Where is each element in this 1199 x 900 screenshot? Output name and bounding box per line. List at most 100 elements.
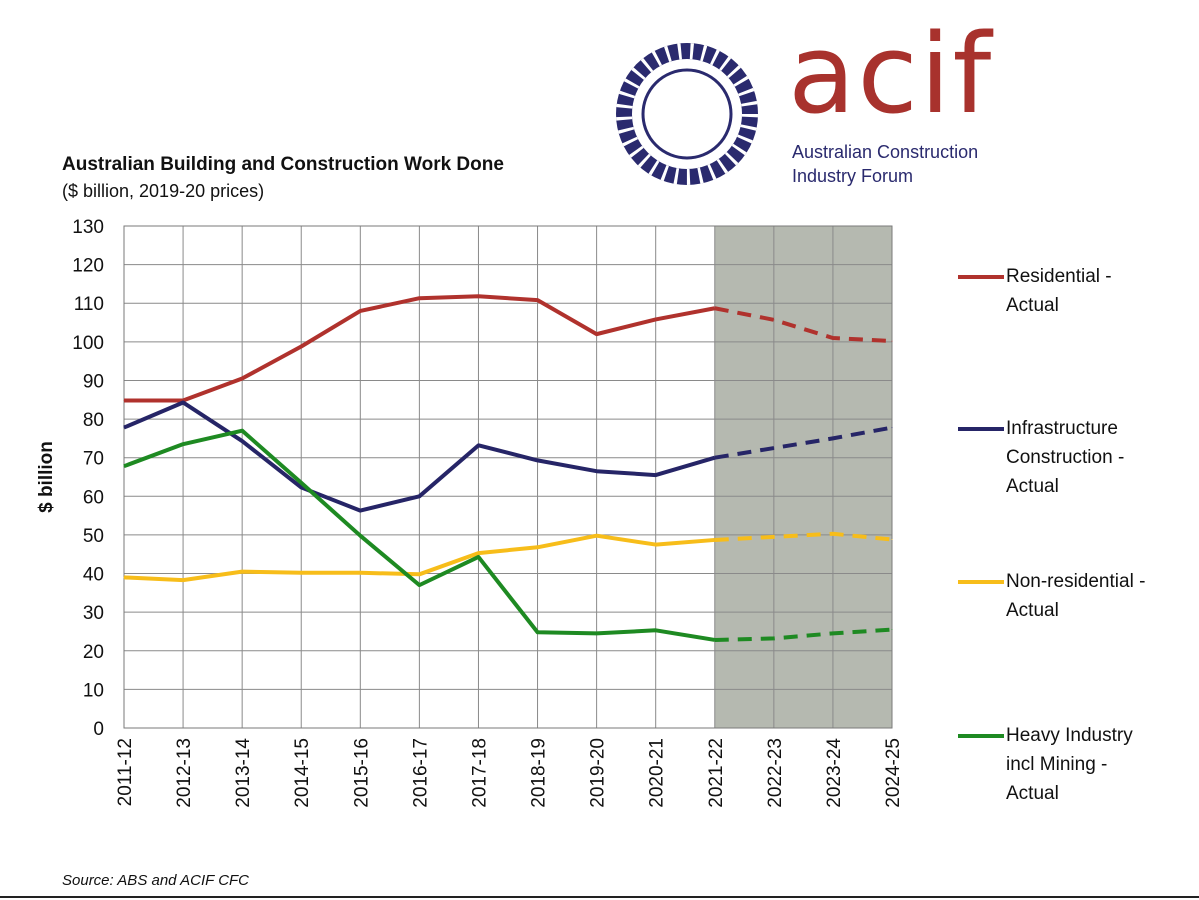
x-tick-label: 2012-13 — [174, 738, 195, 808]
legend-label: Non-residential - Actual — [1006, 567, 1196, 625]
y-tick-label: 80 — [83, 410, 104, 431]
data-point — [891, 539, 893, 541]
y-tick-label: 110 — [74, 294, 104, 315]
legend-label-line: Actual — [1006, 783, 1059, 804]
data-point — [182, 579, 184, 581]
legend-label-line: Actual — [1006, 476, 1059, 497]
x-tick-label: 2017-18 — [469, 738, 490, 808]
y-tick-label: 50 — [83, 526, 104, 547]
data-point — [832, 337, 834, 339]
y-tick-label: 10 — [83, 680, 104, 701]
data-point — [241, 440, 243, 442]
data-point — [596, 535, 598, 537]
data-point — [832, 632, 834, 634]
data-point — [123, 427, 125, 429]
data-point — [773, 536, 775, 538]
data-point — [773, 447, 775, 449]
data-point — [832, 533, 834, 535]
data-point — [596, 632, 598, 634]
x-tick-label: 2019-20 — [588, 738, 609, 808]
x-tick-label: 2021-22 — [706, 738, 727, 808]
legend-label-line: Construction - — [1006, 447, 1125, 468]
data-point — [300, 482, 302, 484]
acif-emblem-icon — [616, 43, 758, 185]
x-tick-label: 2020-21 — [647, 738, 668, 808]
data-point — [596, 333, 598, 335]
data-point — [123, 400, 125, 402]
legend-label: Infrastructure Construction - Actual — [1006, 414, 1196, 501]
series-line-forecast — [714, 306, 893, 344]
data-point — [832, 437, 834, 439]
acif-logo: acif Australian Construction Industry Fo… — [610, 10, 1010, 190]
series-line-forecast — [714, 531, 893, 542]
data-point — [182, 401, 184, 403]
chart-subtitle: ($ billion, 2019-20 prices) — [62, 181, 265, 201]
data-point — [359, 510, 361, 512]
legend-swatch — [958, 275, 1004, 279]
legend-label-line: Infrastructure — [1006, 418, 1118, 439]
legend-label-line: Residential - — [1006, 266, 1112, 287]
data-point — [418, 495, 420, 497]
data-point — [714, 539, 716, 541]
data-point — [537, 631, 539, 633]
x-tick-label: 2018-19 — [529, 738, 550, 808]
data-point — [891, 427, 893, 429]
data-point — [537, 299, 539, 301]
data-point — [537, 546, 539, 548]
bottom-divider — [0, 896, 1199, 898]
legend-label-line: incl Mining - — [1006, 754, 1108, 775]
x-tick-label: 2011-12 — [115, 738, 136, 806]
y-tick-label: 0 — [93, 719, 104, 740]
legend-label-line: Actual — [1006, 295, 1059, 316]
data-point — [300, 345, 302, 347]
plot-frame — [123, 225, 893, 729]
data-point — [477, 444, 479, 446]
data-point — [891, 340, 893, 342]
logo-word: acif — [788, 10, 994, 138]
legend-label-line: Heavy Industry — [1006, 725, 1133, 746]
y-axis-label: $ billion — [36, 441, 57, 513]
y-tick-label: 30 — [83, 603, 104, 624]
data-point — [418, 584, 420, 586]
x-tick-label: 2015-16 — [351, 738, 372, 808]
y-tick-label: 90 — [83, 371, 104, 392]
data-point — [241, 378, 243, 380]
data-point — [477, 295, 479, 297]
x-tick-label: 2016-17 — [410, 738, 431, 808]
data-point — [773, 319, 775, 321]
x-tick-label: 2013-14 — [233, 738, 254, 808]
y-tick-label: 130 — [72, 217, 104, 238]
y-tick-label: 100 — [72, 333, 104, 354]
data-point — [537, 459, 539, 461]
data-point — [773, 637, 775, 639]
data-point — [300, 572, 302, 574]
x-tick-label: 2024-25 — [883, 738, 904, 808]
x-tick-label: 2014-15 — [292, 738, 313, 808]
logo-subtitle-line1: Australian Construction — [792, 142, 979, 162]
data-point — [655, 318, 657, 320]
x-tick-label: 2022-23 — [765, 738, 786, 808]
chart-title: Australian Building and Construction Wor… — [62, 154, 504, 175]
data-point — [655, 474, 657, 476]
data-point — [300, 486, 302, 488]
series-line-forecast — [714, 627, 893, 642]
legend-label: Residential - Actual — [1006, 262, 1196, 320]
legend-swatch — [958, 580, 1004, 584]
data-point — [477, 552, 479, 554]
data-point — [359, 572, 361, 574]
y-tick-label: 20 — [83, 642, 104, 663]
data-point — [123, 576, 125, 578]
data-point — [359, 535, 361, 537]
data-point — [241, 430, 243, 432]
x-tick-label: 2023-24 — [824, 738, 845, 808]
data-point — [714, 639, 716, 641]
data-point — [182, 443, 184, 445]
y-tick-label: 70 — [83, 449, 104, 470]
data-point — [714, 457, 716, 459]
y-tick-label: 40 — [83, 565, 104, 586]
legend-swatch — [958, 734, 1004, 738]
data-point — [596, 470, 598, 472]
data-point — [123, 465, 125, 467]
y-tick-label: 120 — [72, 256, 104, 277]
